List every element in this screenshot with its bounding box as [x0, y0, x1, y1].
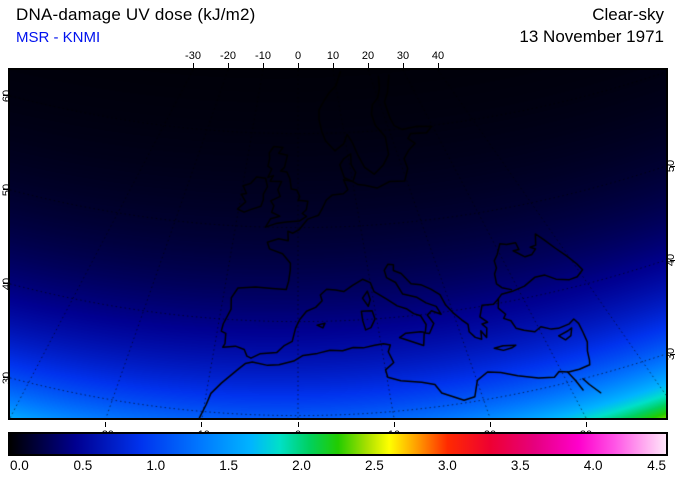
colorbar-tick-label: 4.0 [583, 458, 603, 473]
axis-tick [670, 165, 675, 167]
date-label: 13 November 1971 [519, 27, 664, 46]
colorbar-frame [8, 432, 668, 456]
axis-tick [332, 63, 334, 68]
axis-tick [105, 422, 107, 427]
axis-tick [227, 63, 229, 68]
lon-tick-label-top: 10 [326, 50, 340, 62]
axis-tick [402, 63, 404, 68]
page-title: DNA-damage UV dose (kJ/m2) [16, 5, 256, 24]
colorbar-tick-label: 3.5 [510, 458, 530, 473]
colorbar-tick-label: 1.5 [219, 458, 239, 473]
axis-tick [297, 422, 299, 427]
axis-tick [201, 422, 203, 427]
axis-tick [670, 259, 675, 261]
axis-tick [585, 422, 587, 427]
colorbar-tick-label: 2.5 [365, 458, 384, 473]
colorbar-tick-label: 1.0 [146, 458, 166, 473]
axis-tick [262, 63, 264, 68]
lon-tick-label-top: 0 [294, 50, 302, 62]
lon-tick-label-top: 20 [361, 50, 375, 62]
colorbar-tick-label: 0.0 [10, 458, 29, 473]
lon-tick-label-top: -20 [220, 50, 236, 62]
colorbar-tick-label: 4.5 [647, 458, 666, 473]
axis-tick [3, 189, 8, 191]
lon-tick-label-top: -10 [255, 50, 271, 62]
colorbar-tick-label: 3.0 [437, 458, 457, 473]
condition-label: Clear-sky [592, 5, 664, 24]
axis-tick [393, 422, 395, 427]
lon-tick-label-top: 30 [396, 50, 410, 62]
source-label: MSR - KNMI [16, 29, 101, 46]
colorbar-tick-label: 0.5 [73, 458, 93, 473]
colorbar-gradient [10, 434, 666, 454]
lon-tick-label-top: 40 [431, 50, 445, 62]
axis-tick [297, 63, 299, 68]
colorbar-tick-label: 2.0 [292, 458, 311, 473]
axis-tick [3, 283, 8, 285]
axis-tick [367, 63, 369, 68]
axis-tick [670, 353, 675, 355]
axis-tick [3, 95, 8, 97]
map-frame [8, 68, 668, 420]
axis-tick [3, 377, 8, 379]
lon-tick-label-top: -30 [185, 50, 201, 62]
uv-dose-map [10, 70, 666, 418]
axis-tick [192, 63, 194, 68]
axis-tick [437, 63, 439, 68]
axis-tick [489, 422, 491, 427]
